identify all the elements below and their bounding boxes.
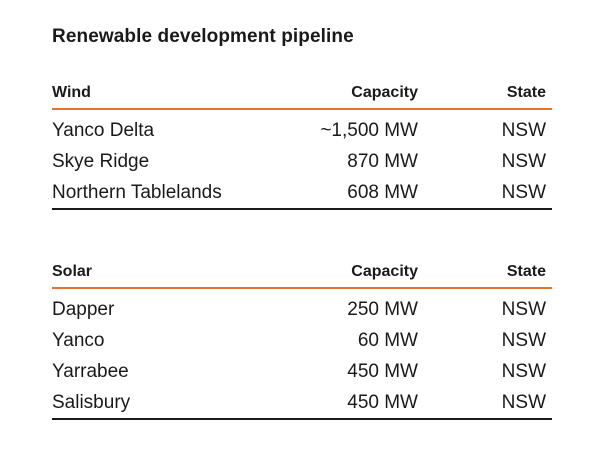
project-name: Yanco Delta (52, 119, 155, 141)
project-state: NSW (501, 298, 546, 320)
project-name: Northern Tablelands (52, 177, 296, 210)
table-header-row: Wind Capacity State (52, 84, 552, 110)
project-capacity: ~1,500 MW (320, 119, 418, 141)
table-row: Yarrabee 450 MW NSW (52, 356, 552, 387)
project-name: Yanco (52, 329, 105, 351)
project-name: Yarrabee (52, 360, 129, 382)
table-row: Yanco Delta ~1,500 MW NSW (52, 109, 552, 146)
page-title: Renewable development pipeline (52, 26, 354, 47)
table-row: Skye Ridge 870 MW NSW (52, 146, 552, 177)
project-capacity: 450 MW (296, 387, 424, 420)
project-capacity: 870 MW (347, 150, 418, 172)
project-state: NSW (501, 119, 546, 141)
wind-header-capacity: Capacity (296, 84, 424, 110)
project-state: NSW (424, 387, 552, 420)
table-row: Northern Tablelands 608 MW NSW (52, 177, 552, 210)
solar-header-name: Solar (52, 263, 296, 289)
table-row: Dapper 250 MW NSW (52, 288, 552, 325)
wind-table: Wind Capacity State Yanco Delta ~1,500 M… (52, 84, 552, 210)
table-row: Salisbury 450 MW NSW (52, 387, 552, 420)
solar-header-state: State (424, 263, 552, 289)
project-capacity: 250 MW (347, 298, 418, 320)
wind-header-name: Wind (52, 84, 296, 110)
wind-header-state: State (424, 84, 552, 110)
project-name: Dapper (52, 298, 115, 320)
project-capacity: 450 MW (347, 360, 418, 382)
project-name: Salisbury (52, 387, 296, 420)
solar-header-capacity: Capacity (296, 263, 424, 289)
project-capacity: 608 MW (296, 177, 424, 210)
project-name: Skye Ridge (52, 150, 150, 172)
project-state: NSW (501, 329, 546, 351)
project-state: NSW (501, 360, 546, 382)
project-state: NSW (424, 177, 552, 210)
project-capacity: 60 MW (357, 329, 418, 351)
table-row: Yanco 60 MW NSW (52, 325, 552, 356)
project-state: NSW (501, 150, 546, 172)
table-header-row: Solar Capacity State (52, 263, 552, 289)
solar-table: Solar Capacity State Dapper 250 MW NSW Y… (52, 263, 552, 420)
